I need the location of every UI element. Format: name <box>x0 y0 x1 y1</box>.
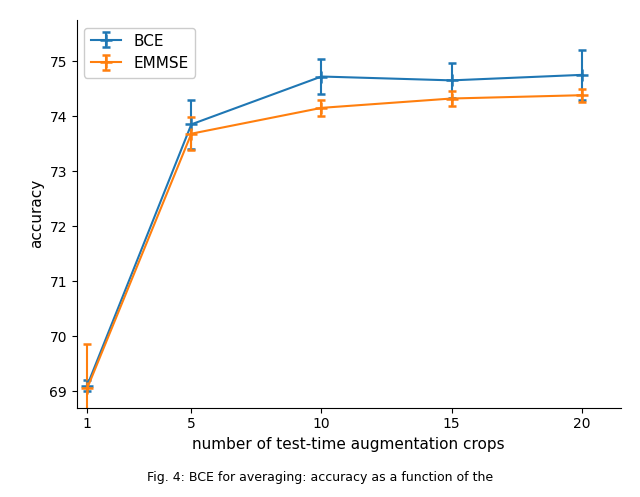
Text: Fig. 4: BCE for averaging: accuracy as a function of the: Fig. 4: BCE for averaging: accuracy as a… <box>147 471 493 484</box>
Y-axis label: accuracy: accuracy <box>29 179 44 248</box>
X-axis label: number of test-time augmentation crops: number of test-time augmentation crops <box>193 437 505 452</box>
Legend: BCE, EMMSE: BCE, EMMSE <box>84 27 195 78</box>
